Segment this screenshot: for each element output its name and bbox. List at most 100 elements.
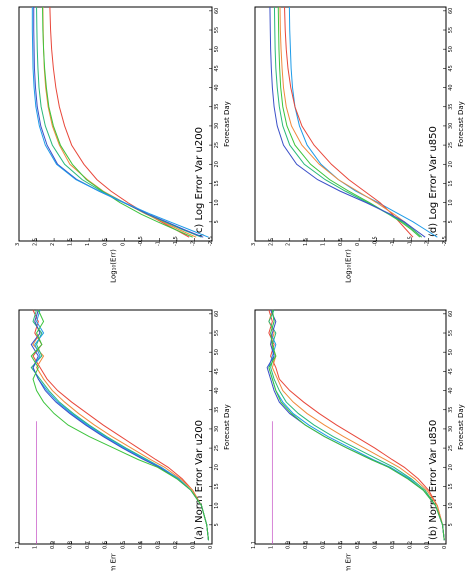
y-tick-label: -1.5: [407, 236, 413, 246]
y-tick-label: 0.9: [286, 541, 292, 549]
series-line-4: [32, 309, 209, 541]
series-line-2: [32, 309, 209, 541]
x-tick-label: 15: [448, 180, 454, 186]
x-tick-label: 45: [448, 65, 454, 71]
panel-b-norm-error-u850: 5 10 15 20 25 30 35 40 45 50 55 60 0 0.1 0.2 0.3 0.4 0.5 0…: [251, 309, 465, 571]
y-tick-label: 0.5: [355, 541, 361, 549]
y-tick-label: 0.5: [103, 238, 109, 246]
x-tick-label: 5: [214, 220, 220, 223]
series-line-1: [288, 6, 438, 238]
y-tick-label: 0.6: [338, 541, 344, 549]
series-line-3: [30, 309, 209, 541]
y-tick-label: 0.6: [103, 541, 109, 549]
y-tick-label: 0.3: [390, 541, 396, 549]
plot-frame: [18, 6, 213, 242]
series-line-4: [277, 6, 421, 238]
panel-a-norm-error-u200: 5 10 15 20 25 30 35 40 45 50 55 60 0 0.1 0.2 0.3 0.4 0.5 0…: [15, 309, 231, 571]
panel-title: (d) Log Error Var u850: [428, 126, 439, 237]
y-tick-label: -2: [425, 241, 431, 246]
y-tick-label: 0.4: [138, 541, 144, 549]
series-line-5: [30, 309, 209, 541]
y-tick-label: 0.4: [373, 541, 379, 549]
y-tick-label: 0.9: [50, 541, 56, 549]
y-tick-label: 0.3: [155, 541, 161, 549]
x-tick-label: 40: [448, 84, 454, 90]
x-tick-label: 35: [448, 407, 454, 413]
x-tick-label: 50: [214, 46, 220, 52]
x-tick-label: 60: [448, 8, 454, 14]
series-line-1: [32, 309, 209, 541]
x-tick-label: 25: [214, 142, 220, 148]
series-line-6: [30, 309, 209, 541]
x-tick-label: 55: [214, 27, 220, 33]
x-tick-label: 60: [214, 311, 220, 317]
y-tick-label: 0.5: [120, 541, 126, 549]
series-line-3: [279, 6, 423, 238]
y-tick-label: 0.1: [425, 541, 431, 549]
y-tick-label: 1.1: [15, 541, 21, 549]
series-line-4: [36, 6, 202, 238]
x-tick-label: 20: [448, 161, 454, 167]
x-tick-label: 25: [448, 445, 454, 451]
panel-d-log-error-u850: 51015202530354045505560-2.5-2-1.5-1-0.50…: [251, 6, 465, 283]
y-tick-label: 1.5: [68, 238, 74, 246]
series-line-6: [269, 6, 426, 238]
x-axis-label: Forecast Day: [457, 404, 465, 450]
y-tick-label: 0.1: [190, 541, 196, 549]
x-tick-label: 40: [214, 387, 220, 393]
x-tick-label: 30: [448, 123, 454, 129]
x-axis-label: Forecast Day: [223, 404, 231, 450]
x-tick-label: 10: [448, 502, 454, 508]
series-line-6: [268, 309, 445, 541]
panel-c-log-error-u200: 51015202530354045505560-2.5-2-1.5-1-0.50…: [15, 6, 231, 283]
y-tick-label: -1: [155, 241, 161, 246]
x-tick-label: 45: [214, 65, 220, 71]
x-tick-label: 5: [214, 523, 220, 526]
y-tick-label: 2: [50, 243, 56, 246]
x-tick-label: 50: [214, 349, 220, 355]
y-tick-label: -1.5: [173, 236, 179, 246]
series-line-5: [273, 6, 423, 238]
x-tick-label: 15: [214, 483, 220, 489]
x-tick-label: 35: [448, 104, 454, 110]
x-tick-label: 10: [448, 199, 454, 205]
y-tick-label: 0.7: [320, 541, 326, 549]
x-tick-label: 20: [214, 464, 220, 470]
series-line-5: [33, 7, 204, 238]
x-tick-label: 25: [214, 445, 220, 451]
y-tick-label: 1: [85, 243, 91, 246]
y-tick-label: 3: [251, 243, 257, 246]
x-tick-label: 60: [448, 311, 454, 317]
y-tick-label: 0.7: [85, 541, 91, 549]
x-tick-label: 55: [448, 330, 454, 336]
y-tick-label: 0: [120, 243, 126, 246]
x-tick-label: 20: [448, 464, 454, 470]
x-tick-label: 35: [214, 407, 220, 413]
y-tick-label: 0: [442, 546, 448, 549]
x-tick-label: 10: [214, 199, 220, 205]
x-tick-label: 30: [214, 426, 220, 432]
y-tick-label: 2: [286, 243, 292, 246]
panel-title: (b) Norm Error Var u850: [428, 420, 439, 540]
y-tick-label: 0: [208, 546, 214, 549]
x-tick-label: 45: [214, 368, 220, 374]
x-tick-label: 5: [448, 220, 454, 223]
y-tick-label: 3: [15, 243, 21, 246]
y-tick-label: 1: [268, 546, 274, 549]
panel-title: (a) Norm Error Var u200: [194, 420, 205, 540]
series-line-6: [31, 7, 209, 238]
series-line-5: [266, 309, 445, 541]
x-tick-label: 50: [448, 46, 454, 52]
x-tick-label: 30: [448, 426, 454, 432]
x-tick-label: 40: [448, 387, 454, 393]
series-line-3: [42, 6, 193, 238]
y-tick-label: 1.1: [251, 541, 257, 549]
y-tick-label: 0: [355, 243, 361, 246]
series-line-2: [284, 6, 414, 238]
x-tick-label: 20: [214, 161, 220, 167]
y-axis-label: Norm Err: [110, 553, 118, 571]
plot-frame: [18, 309, 213, 545]
series-line-1: [268, 309, 445, 541]
y-tick-label: 2.5: [268, 238, 274, 246]
series-line-4: [268, 309, 445, 541]
